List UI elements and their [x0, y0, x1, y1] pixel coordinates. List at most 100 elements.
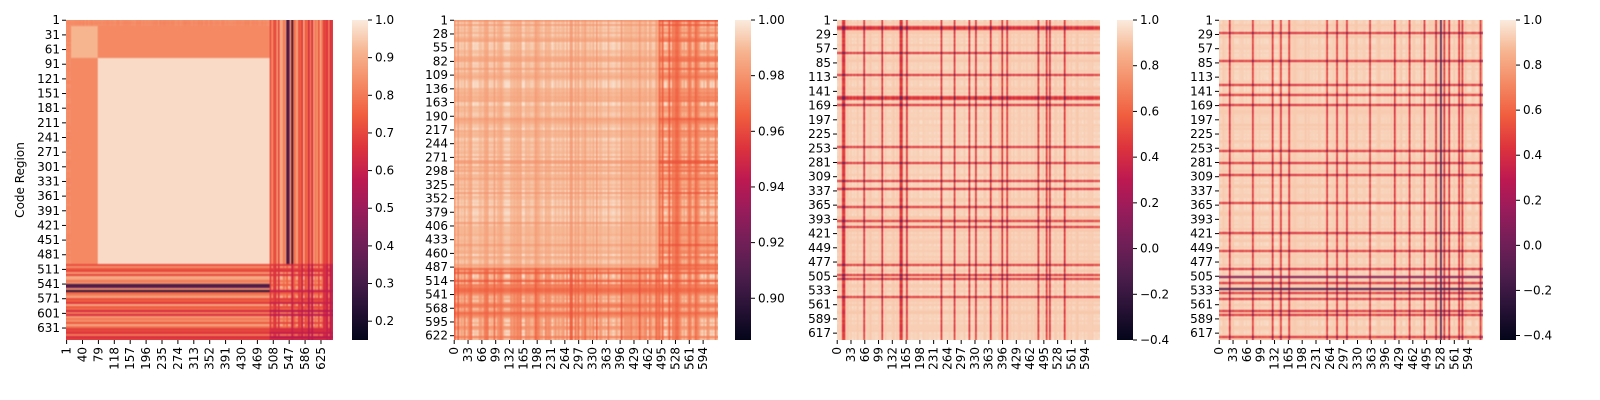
y-tick-label: 325	[425, 178, 448, 192]
y-tick-label: 271	[425, 150, 448, 164]
heatmap-matrix	[837, 20, 1100, 340]
colorbar-tick-label: 0.4	[1523, 148, 1542, 162]
y-tick-label: 57	[1198, 42, 1213, 56]
colorbar-tick-label: 0.4	[375, 239, 394, 253]
x-tick-label: 33	[1226, 347, 1240, 362]
y-tick-label: 141	[808, 84, 831, 98]
x-tick-label: 528	[1433, 347, 1447, 370]
heatmap-panel-4: 1295785113141169197225253281309337365393…	[1190, 13, 1552, 370]
y-tick-label: 365	[808, 198, 831, 212]
x-tick-label: 235	[155, 347, 169, 370]
x-tick-label: 264	[558, 347, 572, 370]
y-tick-label: 391	[37, 204, 60, 218]
colorbar-tick-label: −0.4	[1523, 328, 1552, 342]
y-tick-label: 151	[37, 87, 60, 101]
y-tick-label: 477	[808, 255, 831, 269]
y-tick-label: 477	[1190, 255, 1213, 269]
colorbar-tick-label: 1.0	[1523, 13, 1542, 27]
colorbar-tick-label: 0.4	[1140, 150, 1159, 164]
x-tick-label: 231	[927, 347, 941, 370]
y-tick-label: 406	[425, 219, 448, 233]
x-tick-label: 165	[516, 347, 530, 370]
y-tick-label: 85	[1198, 56, 1213, 70]
y-tick-label: 337	[808, 184, 831, 198]
y-tick-label: 241	[37, 130, 60, 144]
y-tick-label: 217	[425, 123, 448, 137]
colorbar-tick-label: 0.6	[1523, 103, 1542, 117]
y-tick-label: 622	[425, 329, 448, 343]
colorbar-tick-label: 1.00	[758, 13, 785, 27]
colorbar-tick-label: 0.6	[375, 164, 394, 178]
x-tick-label: 495	[655, 347, 669, 370]
y-tick-label: 28	[433, 27, 448, 41]
y-tick-label: 253	[1190, 141, 1213, 155]
x-tick-label: 547	[282, 347, 296, 370]
y-tick-label: 589	[808, 312, 831, 326]
colorbar-tick-label: 0.92	[758, 236, 785, 250]
x-tick-label: 313	[187, 347, 201, 370]
x-tick-label: 396	[1378, 347, 1392, 370]
x-tick-label: 561	[1064, 347, 1078, 370]
colorbar	[1117, 20, 1133, 340]
y-tick-label: 631	[37, 321, 60, 335]
colorbar-tick-label: 0.9	[375, 51, 394, 65]
y-tick-label: 309	[808, 170, 831, 184]
x-tick-label: 231	[544, 347, 558, 370]
y-tick-label: 1	[440, 13, 448, 27]
y-tick-label: 85	[816, 56, 831, 70]
x-tick-label: 231	[1309, 347, 1323, 370]
y-tick-label: 601	[37, 306, 60, 320]
y-tick-label: 449	[808, 241, 831, 255]
x-tick-label: 0	[1212, 347, 1226, 355]
x-tick-label: 132	[885, 347, 899, 370]
heatmap-panel-1: 1316191121151181211241271301331361391421…	[13, 13, 394, 370]
heatmap-matrix	[66, 20, 333, 340]
colorbar-tick-label: 0.2	[1523, 193, 1542, 207]
y-tick-label: 449	[1190, 241, 1213, 255]
y-tick-label: 365	[1190, 198, 1213, 212]
y-tick-label: 197	[808, 113, 831, 127]
x-tick-label: 79	[91, 347, 105, 362]
y-tick-label: 352	[425, 192, 448, 206]
y-tick-label: 589	[1190, 312, 1213, 326]
y-tick-label: 571	[37, 292, 60, 306]
y-tick-label: 29	[816, 27, 831, 41]
colorbar-tick-label: 0.0	[1140, 242, 1159, 256]
y-tick-label: 181	[37, 101, 60, 115]
x-tick-label: 469	[250, 347, 264, 370]
y-tick-label: 393	[1190, 212, 1213, 226]
heatmap-matrix	[1219, 20, 1483, 340]
x-tick-label: 363	[1364, 347, 1378, 370]
heatmap-panel-2: 1285582109136163190217244271298325352379…	[425, 13, 785, 370]
x-tick-label: 561	[1447, 347, 1461, 370]
y-tick-label: 481	[37, 248, 60, 262]
y-tick-label: 533	[808, 283, 831, 297]
heatmap-matrix	[454, 20, 718, 340]
y-tick-label: 211	[37, 116, 60, 130]
x-tick-label: 429	[627, 347, 641, 370]
y-tick-label: 57	[816, 42, 831, 56]
x-tick-label: 274	[171, 347, 185, 370]
x-tick-label: 352	[203, 347, 217, 370]
y-tick-label: 121	[37, 72, 60, 86]
colorbar-tick-label: 0.5	[375, 201, 394, 215]
y-tick-label: 1	[1205, 13, 1213, 27]
y-tick-label: 561	[1190, 298, 1213, 312]
x-tick-label: 66	[1240, 347, 1254, 362]
y-tick-label: 281	[1190, 155, 1213, 169]
y-tick-label: 421	[37, 218, 60, 232]
y-axis-label: Code Region	[13, 142, 27, 218]
heatmap-panel-3: 1295785113141169197225253281309337365393…	[808, 13, 1169, 370]
x-tick-label: 33	[844, 347, 858, 362]
x-tick-label: 396	[613, 347, 627, 370]
x-tick-label: 66	[475, 347, 489, 362]
x-tick-label: 330	[585, 347, 599, 370]
y-tick-label: 91	[45, 57, 60, 71]
x-tick-label: 462	[1023, 347, 1037, 370]
colorbar-tick-label: 0.8	[375, 88, 394, 102]
colorbar-tick-label: −0.2	[1140, 287, 1169, 301]
x-tick-label: 625	[314, 347, 328, 370]
colorbar-tick-label: 0.94	[758, 180, 785, 194]
y-tick-label: 190	[425, 109, 448, 123]
y-tick-label: 451	[37, 233, 60, 247]
